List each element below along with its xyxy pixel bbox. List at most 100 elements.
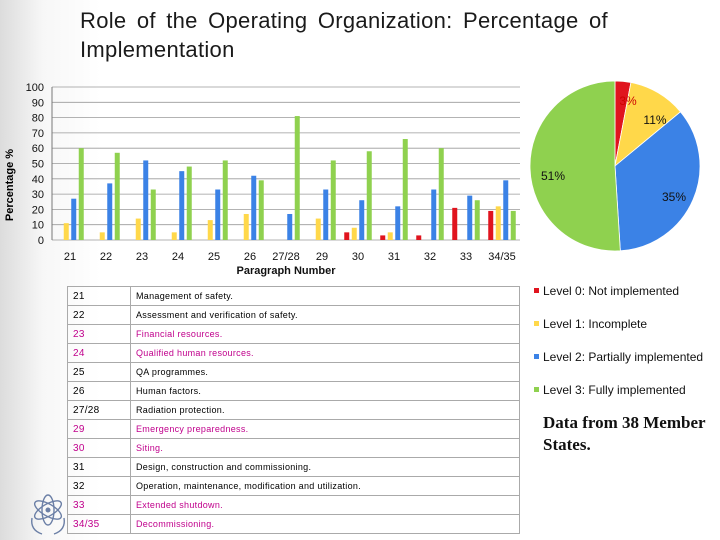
- paragraph-number: 34/35: [67, 514, 131, 534]
- pie-value-label: 11%: [643, 113, 666, 127]
- x-tick-label: 24: [172, 251, 184, 263]
- y-tick-label: 70: [32, 128, 44, 140]
- legend-label: Level 0: Not implemented: [543, 284, 680, 298]
- pie-slice: [614, 111, 701, 252]
- bar: [503, 180, 509, 240]
- paragraph-number: 33: [67, 495, 131, 515]
- bar: [179, 171, 185, 240]
- table-row: 27/28 Radiation protection.: [67, 400, 520, 420]
- bar: [99, 232, 105, 240]
- legend-label: Level 1: Incomplete: [543, 317, 648, 331]
- pie-value-label: 3%: [619, 94, 637, 108]
- legend-label: Level 3: Fully implemented: [543, 383, 686, 397]
- bar: [467, 195, 473, 240]
- paragraph-number: 32: [67, 476, 131, 496]
- table-row: 31 Design, construction and commissioning…: [67, 457, 520, 477]
- bar: [135, 218, 141, 240]
- paragraph-number: 24: [67, 343, 131, 363]
- bar: [78, 148, 84, 240]
- pie-value-label: 51%: [541, 169, 565, 183]
- table-row: 22 Assessment and verification of safety.: [67, 305, 520, 325]
- bar: [495, 206, 501, 240]
- bar: [215, 189, 221, 240]
- bar: [222, 160, 228, 240]
- legend-item: Level 0: Not implemented: [534, 284, 679, 298]
- bar: [510, 210, 516, 240]
- y-tick-label: 100: [26, 82, 44, 94]
- paragraph-title: Operation, maintenance, modification and…: [130, 476, 520, 496]
- table-row: 34/35 Decommissioning.: [67, 514, 520, 534]
- bar-and-pie-chart: 0 10 20 30 40 50 60 70 80 90 100 21 22 23 24 25 26 27/28 2…: [26, 80, 701, 277]
- pie-value-label: 35%: [662, 190, 686, 204]
- bar: [186, 166, 192, 240]
- paragraph-number: 27/28: [67, 400, 131, 420]
- bar: [351, 227, 357, 240]
- paragraph-title: Assessment and verification of safety.: [130, 305, 520, 325]
- bar: [243, 213, 249, 240]
- paragraph-title: Emergency preparedness.: [130, 419, 520, 439]
- paragraph-title: Financial resources.: [130, 324, 520, 344]
- iaea-emblem-icon: [31, 494, 65, 535]
- x-tick-label: 32: [424, 251, 436, 263]
- y-tick-label: 60: [32, 143, 44, 155]
- y-tick-label: 90: [32, 97, 44, 109]
- paragraph-title: Design, construction and commissioning.: [130, 457, 520, 477]
- legend-label: Level 2: Partially implemented: [543, 350, 704, 364]
- legend-swatch: [534, 387, 539, 392]
- bar: [171, 232, 177, 240]
- legend-swatch: [534, 321, 539, 326]
- paragraph-number: 26: [67, 381, 131, 401]
- x-tick-label: 22: [100, 251, 112, 263]
- data-source-note: Data from 38 Member States.: [543, 413, 706, 454]
- bar: [474, 200, 480, 240]
- paragraph-title: Qualified human resources.: [130, 343, 520, 363]
- bar: [387, 232, 393, 240]
- bar: [71, 198, 77, 240]
- x-tick-label: 23: [136, 251, 148, 263]
- table-row: 26 Human factors.: [67, 381, 520, 401]
- bar: [63, 223, 69, 240]
- paragraph-number: 23: [67, 324, 131, 344]
- legend-swatch: [534, 288, 539, 293]
- x-axis-title: Paragraph Number: [236, 265, 336, 277]
- bar: [107, 183, 113, 240]
- pie-slice: [529, 80, 621, 252]
- page-title: Role of the Operating Organization: Perc…: [80, 8, 608, 62]
- x-tick-label: 27/28: [272, 251, 300, 263]
- paragraph-number: 29: [67, 419, 131, 439]
- bar: [114, 152, 120, 240]
- bar: [251, 175, 257, 240]
- x-tick-label: 21: [64, 251, 76, 263]
- bar: [287, 213, 293, 240]
- y-tick-label: 20: [32, 204, 44, 216]
- y-tick-label: 0: [38, 235, 44, 247]
- bar: [380, 235, 386, 240]
- bar: [416, 235, 422, 240]
- x-tick-label: 31: [388, 251, 400, 263]
- paragraph-title: Decommissioning.: [130, 514, 520, 534]
- bar: [402, 139, 408, 240]
- bar: [431, 189, 437, 240]
- paragraph-number: 31: [67, 457, 131, 477]
- bar: [150, 189, 156, 240]
- y-tick-label: 40: [32, 174, 44, 186]
- bar: [438, 148, 444, 240]
- bar: [395, 206, 401, 240]
- paragraph-table: 21 Management of safety. 22 Assessment and …: [67, 286, 520, 534]
- y-tick-label: 10: [32, 220, 44, 232]
- table-row: 29 Emergency preparedness.: [67, 419, 520, 439]
- paragraph-number: 25: [67, 362, 131, 382]
- x-tick-label: 26: [244, 251, 256, 263]
- x-tick-label: 34/35: [488, 251, 516, 263]
- paragraph-number: 22: [67, 305, 131, 325]
- bar: [143, 160, 149, 240]
- bar: [258, 180, 264, 240]
- bar: [344, 232, 350, 240]
- table-row: 30 Siting.: [67, 438, 520, 458]
- legend-item: Level 3: Fully implemented: [534, 383, 686, 397]
- bar: [359, 200, 365, 240]
- y-tick-label: 80: [32, 113, 44, 125]
- legend-swatch: [534, 354, 539, 359]
- paragraph-title: Management of safety.: [130, 286, 520, 306]
- bar: [330, 160, 336, 240]
